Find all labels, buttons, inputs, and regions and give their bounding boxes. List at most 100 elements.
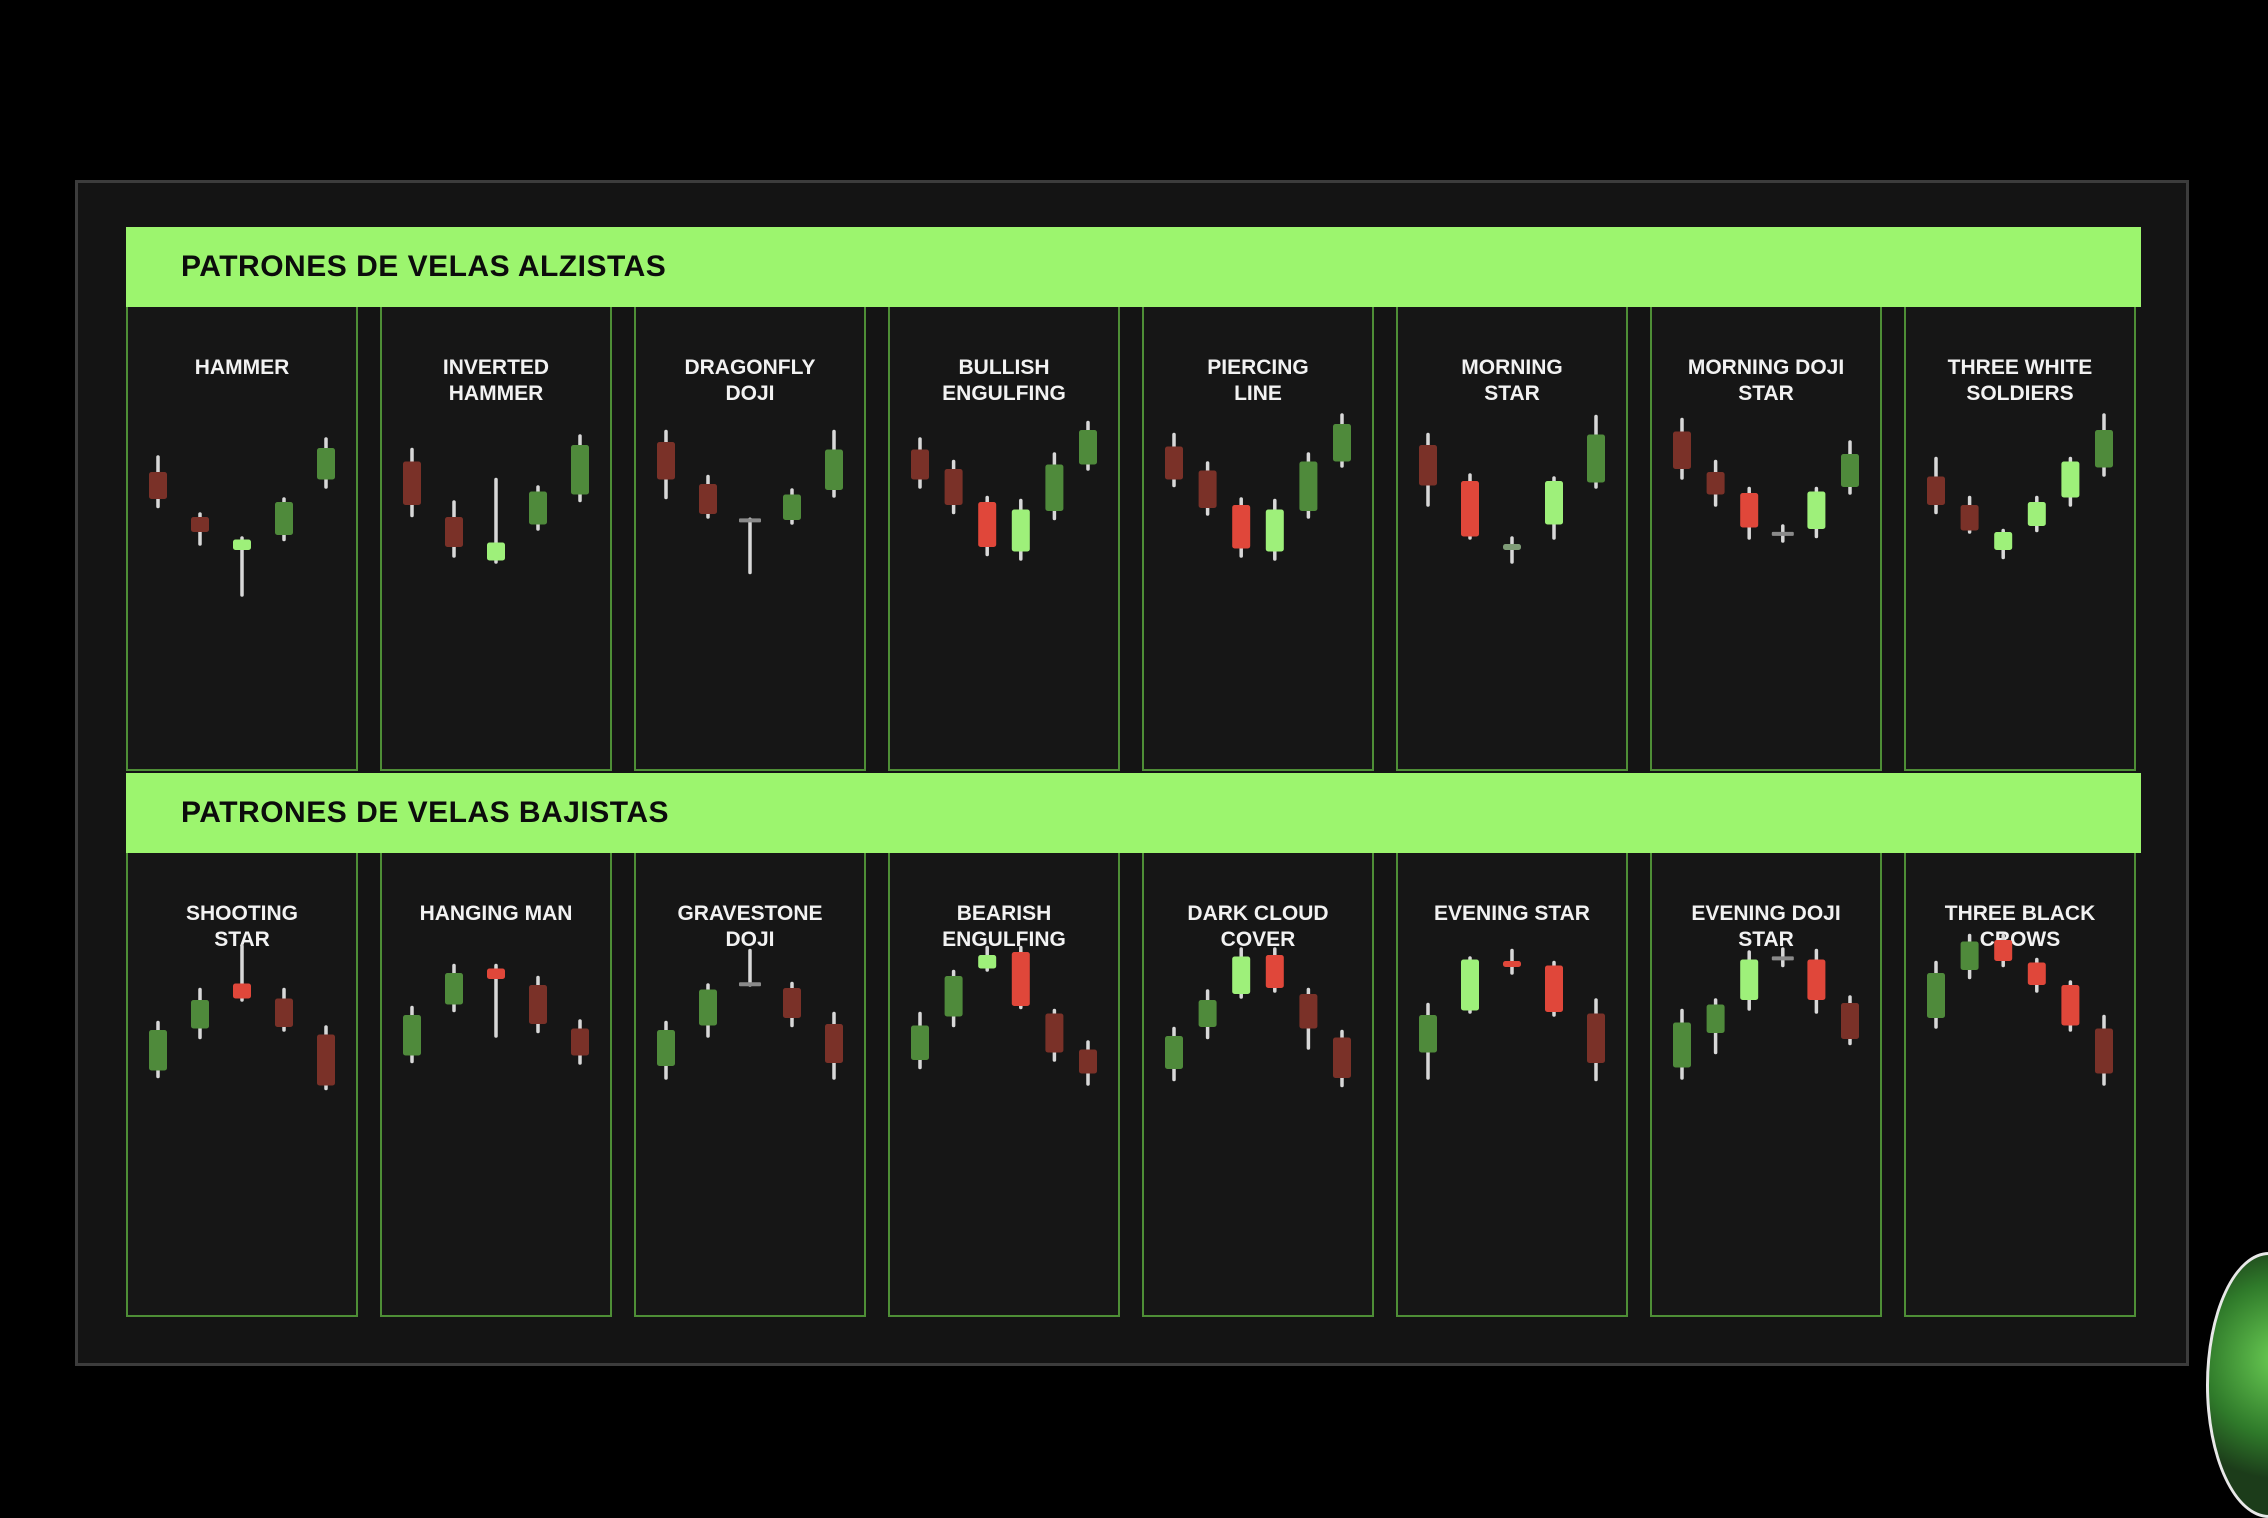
candle-body	[149, 472, 167, 499]
candle-1	[657, 429, 675, 500]
pattern-panel-dark-cloud-cover: DARK CLOUD COVER	[1142, 853, 1374, 1317]
candle-2	[944, 969, 963, 1028]
candle-5	[2061, 456, 2080, 507]
candle-body	[2061, 985, 2080, 1026]
candle-body	[1740, 959, 1759, 1000]
pattern-panel-inverted-hammer: INVERTED HAMMER	[380, 307, 612, 771]
candle-body	[1673, 1022, 1691, 1068]
candle-body	[1011, 509, 1030, 552]
candle-2	[944, 459, 963, 515]
candle-body	[1771, 956, 1794, 961]
candle-4	[1011, 498, 1030, 561]
candle-body	[1461, 959, 1479, 1011]
candle-body	[2095, 1028, 2113, 1074]
candle-3	[487, 477, 505, 564]
candle-body	[1771, 531, 1794, 536]
candle-body	[571, 1028, 589, 1056]
candle-body	[657, 442, 675, 480]
candlestick-chart	[1673, 947, 1859, 1080]
bullish-patterns-row: HAMMER INVERTED HAMMER DRAGONFLY DOJI BULLI…	[126, 307, 2146, 771]
candle-body	[2027, 502, 2046, 526]
candle-4	[2027, 957, 2046, 993]
candle-body	[1841, 1003, 1859, 1039]
candle-body	[1299, 461, 1318, 511]
candle-6	[2095, 413, 2113, 477]
pattern-panel-bullish-engulfing: BULLISH ENGULFING	[888, 307, 1120, 771]
candle-5	[571, 1019, 589, 1065]
candle-body	[2027, 962, 2046, 985]
candle-body	[1461, 481, 1479, 537]
candle-6	[1841, 995, 1859, 1046]
candle-5	[1299, 987, 1318, 1050]
pattern-panel-dragonfly-doji: DRAGONFLY DOJI	[634, 307, 866, 771]
candle-body	[911, 1025, 929, 1060]
candle-3	[978, 495, 997, 557]
candle-5	[2061, 980, 2080, 1032]
pattern-panel-evening-star: EVENING STAR	[1396, 853, 1628, 1317]
candle-5	[825, 429, 843, 498]
candle-6	[1079, 1040, 1097, 1086]
candle-5	[1587, 998, 1605, 1082]
candle-1	[1165, 432, 1183, 488]
candle-body	[825, 449, 843, 490]
candle-2	[1960, 933, 1979, 980]
bearish-section-title: PATRONES DE VELAS BAJISTAS	[181, 796, 670, 829]
candle-3	[978, 945, 997, 972]
candlestick-chart	[657, 429, 843, 575]
candle-4	[1265, 498, 1284, 561]
candle-body	[1045, 464, 1064, 511]
candle-4	[1771, 947, 1794, 968]
candle-6	[1333, 1029, 1351, 1088]
candle-1	[1927, 960, 1945, 1029]
pattern-panel-gravestone-doji: GRAVESTONE DOJI	[634, 853, 866, 1317]
candle-body	[275, 998, 293, 1027]
candle-body	[1333, 424, 1351, 462]
candle-body	[1545, 965, 1563, 1012]
pattern-panel-morning-doji-star: MORNING DOJI STAR	[1650, 307, 1882, 771]
candle-body	[233, 983, 251, 999]
candle-body	[1503, 961, 1521, 967]
pattern-title: HANGING MAN	[419, 902, 573, 925]
candle-3	[1740, 950, 1759, 1011]
candle-body	[149, 1030, 167, 1071]
candle-body	[317, 1034, 335, 1086]
candle-body	[911, 449, 929, 480]
candle-2	[1706, 998, 1725, 1055]
candlestick-chart	[911, 945, 1097, 1086]
candle-body	[403, 1015, 421, 1056]
candle-body	[1706, 1004, 1725, 1033]
candle-2	[1461, 956, 1479, 1014]
candle-body	[1079, 1049, 1097, 1074]
candle-6	[1079, 420, 1097, 471]
candle-body	[1841, 454, 1859, 487]
candle-body	[944, 469, 963, 505]
candle-1	[1927, 456, 1945, 515]
candle-3	[1503, 948, 1521, 975]
candle-body	[1587, 1013, 1605, 1063]
pattern-title: THREE BLACK CROWS	[1944, 902, 2096, 951]
bearish-patterns-row: SHOOTING STAR HANGING MAN GRAVESTONE DOJI B…	[126, 853, 2146, 1317]
candle-body	[529, 491, 547, 525]
candle-6	[1333, 413, 1351, 468]
candle-4	[1011, 945, 1030, 1010]
candle-body	[275, 502, 293, 535]
candle-body	[445, 973, 463, 1005]
candle-5	[571, 434, 589, 503]
candle-5	[825, 1011, 843, 1080]
candle-3	[233, 536, 251, 597]
candle-body	[403, 461, 421, 505]
candle-1	[911, 437, 929, 489]
candle-5	[1807, 948, 1826, 1014]
candle-5	[1587, 414, 1605, 489]
candle-body	[233, 539, 251, 550]
candle-body	[2061, 461, 2080, 498]
candlestick-chart	[1927, 413, 2113, 560]
candle-2	[1198, 461, 1217, 516]
candlestick-chart	[403, 434, 589, 564]
candle-body	[1299, 994, 1318, 1029]
pattern-title: EVENING DOJI STAR	[1691, 902, 1841, 951]
candle-3	[1994, 528, 2013, 560]
candle-4	[529, 485, 547, 531]
pattern-title: BEARISH ENGULFING	[942, 902, 1066, 951]
candle-3	[1994, 933, 2013, 968]
